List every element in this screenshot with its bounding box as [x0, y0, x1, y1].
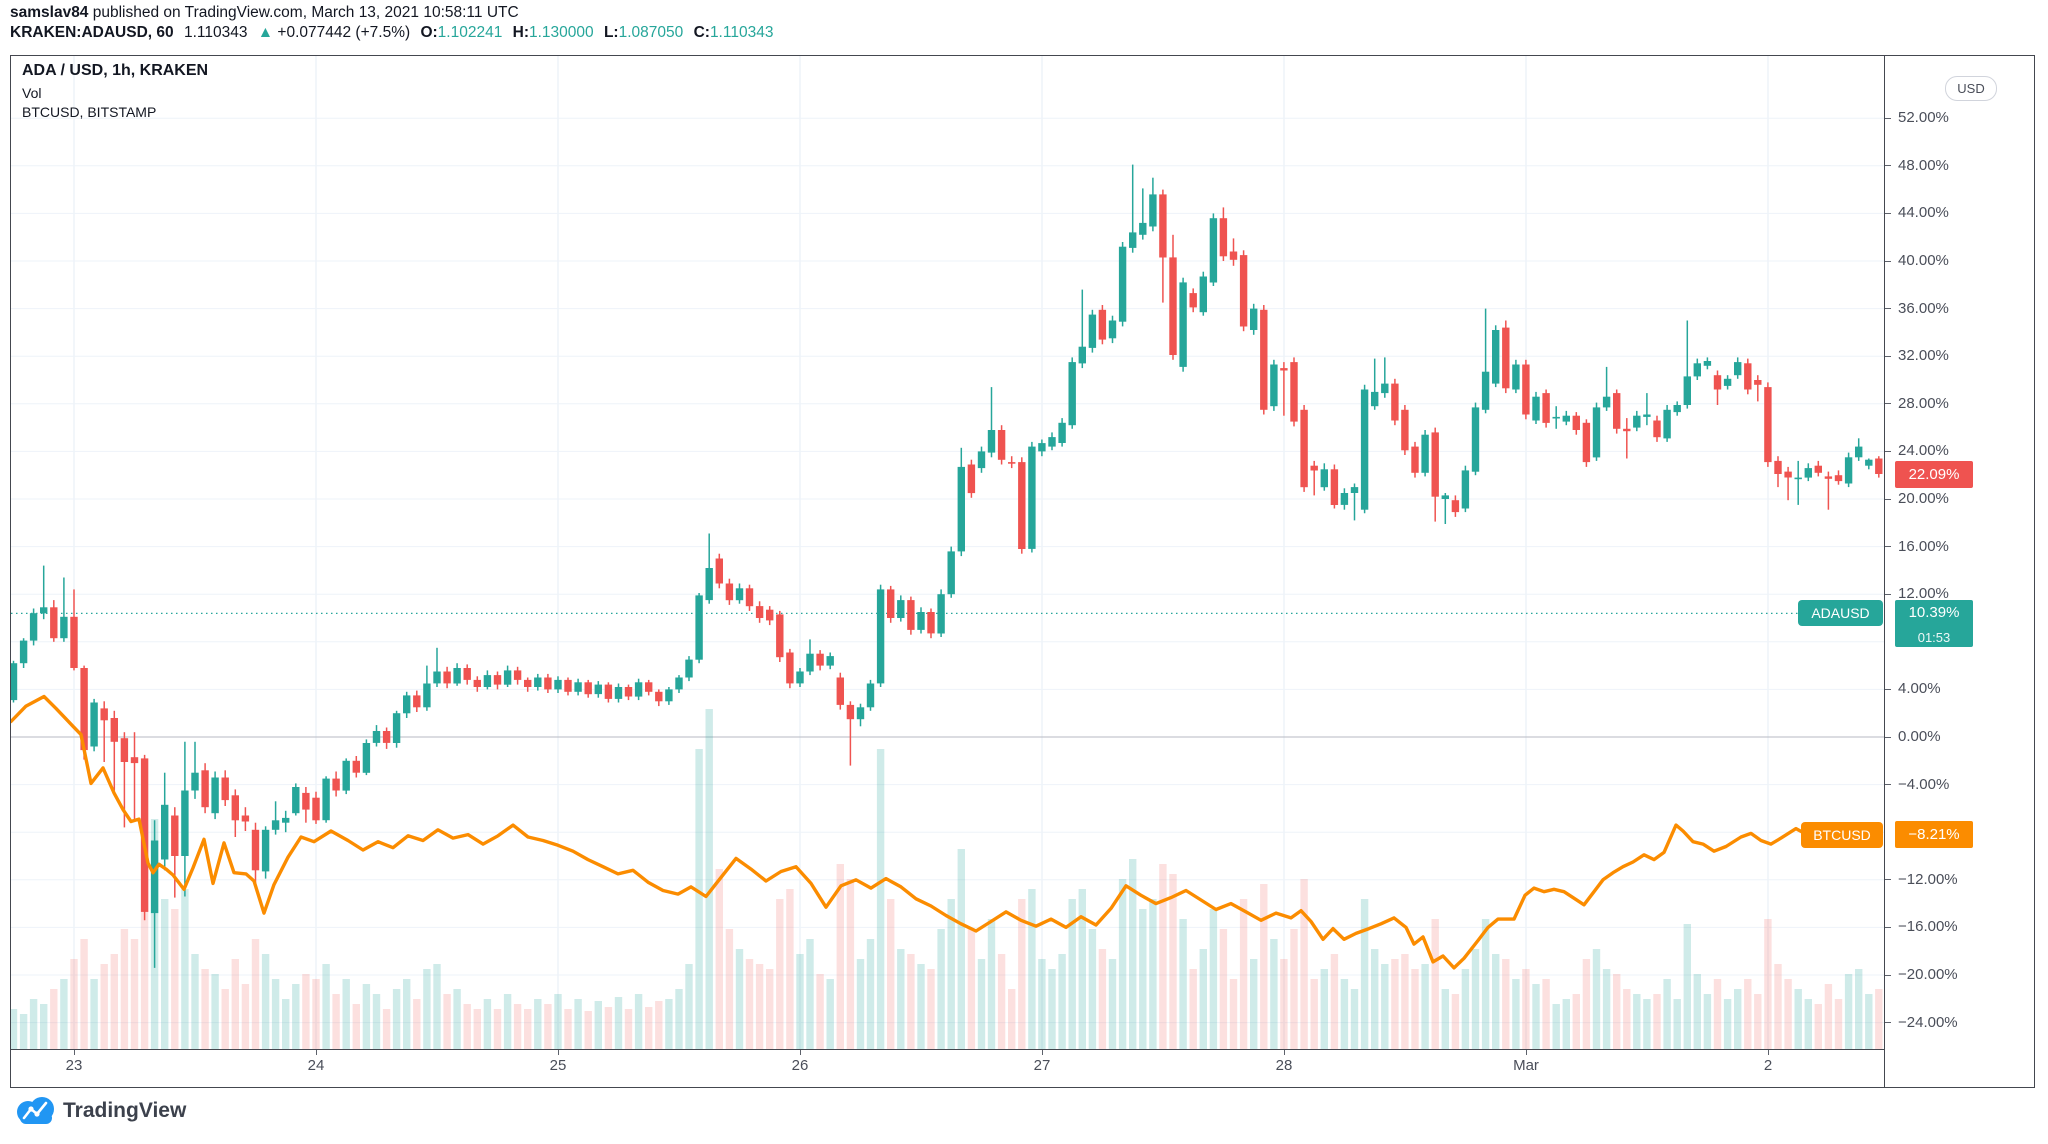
time-axis-tick — [800, 1050, 801, 1055]
price-axis-label: 28.00% — [1898, 394, 1949, 412]
low-value: 1.087050 — [618, 24, 684, 41]
price-axis-label: 0.00% — [1898, 728, 1941, 745]
price-axis-tick — [1885, 1022, 1891, 1024]
open-label: O: — [420, 24, 438, 41]
price-axis-label: 12.00% — [1898, 585, 1949, 603]
price-axis-tick — [1885, 688, 1891, 690]
price-axis-tick — [1885, 498, 1891, 500]
time-axis-label: 23 — [65, 1057, 83, 1074]
close-label: C: — [693, 24, 710, 41]
main-series-title[interactable]: ADA / USD, 1h, KRAKEN — [22, 62, 209, 79]
time-axis-tick — [1042, 1050, 1043, 1055]
last-price-label: 22.09% — [1895, 460, 1973, 488]
price-axis-tick — [1885, 926, 1891, 928]
tradingview-logo-text: TradingView — [63, 1099, 187, 1122]
last-price: 1.110343 — [183, 24, 248, 41]
change-value: +0.077442 (+7.5%) — [277, 24, 411, 41]
author-name: samslav84 — [10, 4, 89, 21]
adausd-price-value: 10.39% — [1908, 604, 1960, 622]
time-axis-label: Mar — [1513, 1057, 1539, 1074]
price-axis-tick — [1885, 593, 1891, 595]
btcusd-axis-label: −8.21% — [1895, 821, 1973, 849]
tradingview-logo-icon — [17, 1097, 54, 1124]
currency-toggle-button[interactable]: USD — [1945, 76, 1997, 101]
price-axis-label: 44.00% — [1898, 204, 1949, 222]
bar-close-countdown: 01:53 — [1917, 630, 1951, 646]
open-value: 1.102241 — [437, 24, 503, 41]
price-axis-label: −4.00% — [1898, 775, 1950, 793]
price-axis-border — [1884, 56, 1885, 1087]
price-axis-tick — [1885, 403, 1891, 405]
price-axis-label: 52.00% — [1898, 109, 1949, 127]
time-axis-label: 25 — [549, 1057, 567, 1074]
time-axis-label: 28 — [1275, 1057, 1293, 1074]
price-axis-label: 32.00% — [1898, 347, 1949, 365]
close-value: 1.110343 — [709, 24, 774, 41]
time-axis-tick — [558, 1050, 559, 1055]
time-axis-tick — [316, 1050, 317, 1055]
low-label: L: — [603, 24, 619, 41]
publish-info-line: samslav84 published on TradingView.com, … — [10, 4, 519, 22]
price-axis-tick — [1885, 355, 1891, 357]
price-axis-label: 4.00% — [1898, 680, 1941, 698]
price-axis-tick — [1885, 260, 1891, 262]
price-axis[interactable]: USD 52.00% 48.00% 44.00% 40.00% 36.00% 32.00%… — [1885, 56, 2034, 1087]
price-axis-tick — [1885, 736, 1891, 738]
arrow-up-icon: ▲ — [257, 24, 274, 41]
price-axis-tick — [1885, 450, 1891, 452]
price-axis-label: 16.00% — [1898, 537, 1949, 555]
symbol-interval: KRAKEN:ADAUSD, 60 — [10, 24, 174, 41]
adausd-axis-label: 10.39% 01:53 — [1895, 600, 1973, 648]
price-axis-label: −16.00% — [1898, 918, 1958, 936]
time-axis-label: 26 — [791, 1057, 809, 1074]
time-axis-tick — [1284, 1050, 1285, 1055]
price-axis-label: 24.00% — [1898, 442, 1949, 460]
price-axis-tick — [1885, 974, 1891, 976]
time-axis-border — [11, 1049, 1885, 1050]
price-axis-label: −20.00% — [1898, 966, 1958, 983]
symbol-status-line: KRAKEN:ADAUSD, 60 1.110343 ▲ +0.077442 (… — [10, 24, 773, 42]
price-axis-label: 20.00% — [1898, 490, 1949, 507]
time-axis-label: 27 — [1033, 1057, 1051, 1074]
price-axis-label: −24.00% — [1898, 1013, 1958, 1031]
price-axis-label: 40.00% — [1898, 252, 1949, 269]
btcusd-series-tag: BTCUSD — [1801, 821, 1883, 848]
price-axis-tick — [1885, 546, 1891, 548]
time-axis-label: 2 — [1763, 1057, 1773, 1074]
compare-series-label[interactable]: BTCUSD, BITSTAMP — [22, 104, 157, 121]
price-axis-tick — [1885, 212, 1891, 214]
time-axis-tick — [1526, 1050, 1527, 1055]
price-axis-tick — [1885, 165, 1891, 167]
adausd-series-tag: ADAUSD — [1798, 600, 1883, 627]
publish-text: published on TradingView.com, March 13, … — [88, 4, 519, 21]
chart-frame: ADA / USD, 1h, KRAKEN Vol BTCUSD, BITSTA… — [10, 55, 2035, 1088]
time-axis-tick — [1768, 1050, 1769, 1055]
price-axis-tick — [1885, 117, 1891, 119]
high-value: 1.130000 — [529, 24, 594, 41]
tradingview-logo[interactable]: TradingView — [16, 1094, 186, 1128]
price-axis-label: 48.00% — [1898, 156, 1949, 174]
time-axis-label: 24 — [307, 1057, 325, 1074]
volume-indicator-label[interactable]: Vol — [22, 85, 42, 102]
price-axis-tick — [1885, 308, 1891, 310]
price-axis-tick — [1885, 879, 1891, 881]
time-axis-tick — [74, 1050, 75, 1055]
price-axis-label: 36.00% — [1898, 299, 1949, 317]
price-chart-canvas[interactable] — [11, 56, 1884, 1050]
time-axis[interactable]: 23 24 25 26 27 28 Mar 2 — [11, 1050, 1884, 1087]
chart-legend: ADA / USD, 1h, KRAKEN Vol BTCUSD, BITSTA… — [22, 62, 208, 121]
price-axis-tick — [1885, 784, 1891, 786]
high-label: H: — [512, 24, 529, 41]
price-axis-label: −12.00% — [1898, 870, 1958, 888]
